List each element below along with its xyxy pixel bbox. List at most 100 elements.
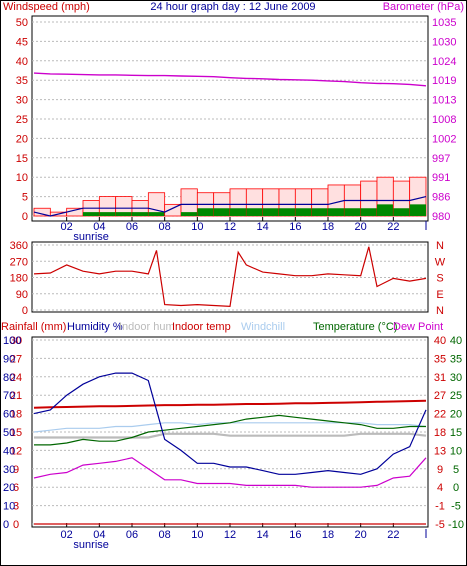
barometer-axis-label: Barometer (hPa) bbox=[383, 1, 464, 13]
wind-green-bar bbox=[393, 208, 410, 216]
humidity-tick-label: 50 bbox=[3, 427, 15, 439]
temperature-b-tick-label: 30 bbox=[450, 372, 462, 384]
barometer-tick-label: 1019 bbox=[432, 75, 456, 87]
direction-tick-label: 90 bbox=[16, 289, 28, 301]
wind-green-bar bbox=[132, 212, 149, 216]
panel3-x-tick-label: 14 bbox=[257, 529, 269, 541]
compass-tick-label: W bbox=[435, 256, 446, 268]
barometer-tick-label: 1024 bbox=[432, 56, 456, 68]
barometer-tick-label: 1035 bbox=[432, 17, 456, 29]
panel1-x-tick-label: 12 bbox=[224, 221, 236, 233]
temperature-b-tick-label: 35 bbox=[450, 353, 462, 365]
panel3-x-tick-label: 10 bbox=[191, 529, 203, 541]
humidity-tick-label: 60 bbox=[3, 409, 15, 421]
temperature-a-tick-label: 35 bbox=[434, 353, 446, 365]
humidity-tick-label: 30 bbox=[3, 464, 15, 476]
wind-green-bar bbox=[148, 212, 165, 216]
wind-green-bar bbox=[197, 208, 214, 216]
temperature-a-tick-label: 22 bbox=[434, 409, 446, 421]
rainfall-tick-label: 0 bbox=[13, 519, 19, 531]
direction-tick-label: 270 bbox=[10, 256, 28, 268]
humidity-tick-label: 80 bbox=[3, 372, 15, 384]
compass-tick-label: N bbox=[436, 240, 444, 252]
panel1-x-tick-label: 10 bbox=[191, 221, 203, 233]
windspeed-tick-label: 30 bbox=[16, 95, 28, 107]
temperature-a-tick-label: 31 bbox=[434, 372, 446, 384]
temperature-b-tick-label: 25 bbox=[450, 390, 462, 402]
humidity-tick-label: 90 bbox=[3, 353, 15, 365]
compass-tick-label: S bbox=[436, 273, 443, 285]
temperature-a-tick-label: 4 bbox=[437, 482, 443, 494]
barometer-tick-label: 1008 bbox=[432, 114, 456, 126]
legend-dewpoint: Dew Point bbox=[393, 321, 443, 333]
rainfall-tick-label: 15 bbox=[10, 427, 22, 439]
avg-wind-line bbox=[33, 196, 427, 217]
temperature-a-tick-label: -5 bbox=[435, 519, 445, 531]
wind-green-bar bbox=[246, 208, 263, 216]
panel1-x-tick-label: 22 bbox=[387, 221, 399, 233]
panel3-x-tick-label: 22 bbox=[387, 529, 399, 541]
wind-green-bar bbox=[83, 212, 100, 216]
windspeed-tick-label: 10 bbox=[16, 172, 28, 184]
windspeed-tick-label: 45 bbox=[16, 36, 28, 48]
panel2-grid bbox=[32, 244, 428, 311]
panel1-x-tick-label: 20 bbox=[355, 221, 367, 233]
rainfall-tick-label: 9 bbox=[13, 464, 19, 476]
windspeed-tick-label: 40 bbox=[16, 56, 28, 68]
temperature-a-tick-label: 18 bbox=[434, 427, 446, 439]
wind-green-bar bbox=[115, 212, 132, 216]
temperature-a-tick-label: 13 bbox=[434, 445, 446, 457]
windspeed-tick-label: 15 bbox=[16, 153, 28, 165]
panel3-legend: Rainfall (mm) Humidity % Indoor hum Indo… bbox=[1, 321, 443, 333]
panel3-x-tick-label: 04 bbox=[93, 529, 105, 541]
barometer-tick-label: 980 bbox=[432, 211, 450, 223]
temperature-c-line bbox=[34, 414, 426, 446]
legend-indoor-temp: Indoor temp bbox=[172, 321, 231, 333]
wind-bars bbox=[33, 176, 427, 217]
temperature-b-tick-label: 20 bbox=[450, 409, 462, 421]
wind-green-bar bbox=[230, 208, 247, 216]
temperature-b-tick-label: -10 bbox=[448, 519, 464, 531]
panel1-x-ticks: 02 04 06 08 10 12 14 16 18 20 22 sunrise bbox=[61, 217, 427, 243]
windspeed-tick-label: 35 bbox=[16, 75, 28, 87]
wind-green-bar bbox=[328, 208, 345, 216]
panel3-x-tick-label: 08 bbox=[159, 529, 171, 541]
temperature-a-tick-label: 27 bbox=[434, 390, 446, 402]
wind-green-bar bbox=[99, 212, 116, 216]
panel1-x-tick-label: 18 bbox=[322, 221, 334, 233]
windspeed-tick-label: 25 bbox=[16, 114, 28, 126]
wind-green-bar bbox=[295, 208, 312, 216]
temperature-b-tick-label: 10 bbox=[450, 445, 462, 457]
temperature-b-tick-label: 0 bbox=[453, 482, 459, 494]
panel1-x-tick-label: 16 bbox=[289, 221, 301, 233]
rainfall-tick-label: 3 bbox=[13, 501, 19, 513]
rainfall-tick-label: 27 bbox=[10, 353, 22, 365]
legend-humidity: Humidity % bbox=[67, 321, 123, 333]
wind-green-bar bbox=[279, 208, 296, 216]
panel3-x-tick-label: 06 bbox=[126, 529, 138, 541]
humidity-tick-label: 70 bbox=[3, 390, 15, 402]
wind-direction-line bbox=[33, 246, 427, 308]
barometer-tick-label: 1013 bbox=[432, 95, 456, 107]
windspeed-tick-label: 20 bbox=[16, 133, 28, 145]
barometer-tick-label: 991 bbox=[432, 172, 450, 184]
wind-green-bar bbox=[377, 204, 394, 216]
wind-green-bar bbox=[311, 208, 328, 216]
panel3-x-tick-label: 20 bbox=[355, 529, 367, 541]
humidity-tick-label: 20 bbox=[3, 482, 15, 494]
panel1-lines bbox=[33, 72, 427, 217]
barometer-line bbox=[33, 72, 427, 87]
panel3-x-tick-label: 16 bbox=[289, 529, 301, 541]
legend-temperature: Temperature (°C) bbox=[313, 321, 397, 333]
direction-degree-ticks: 360 270 180 90 0 bbox=[10, 240, 28, 317]
temperature-b-tick-label: 15 bbox=[450, 427, 462, 439]
direction-tick-label: 180 bbox=[10, 273, 28, 285]
legend-windchill: Windchill bbox=[241, 321, 285, 333]
sunrise-label: sunrise bbox=[73, 539, 108, 551]
rainfall-tick-label: 18 bbox=[10, 409, 22, 421]
